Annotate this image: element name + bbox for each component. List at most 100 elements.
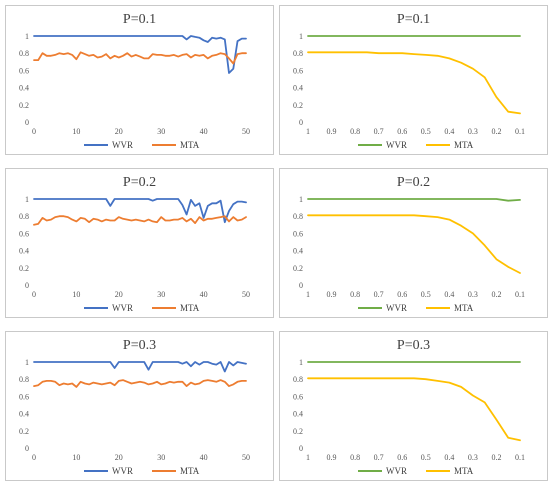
series-line-wvr xyxy=(33,35,247,74)
x-tick-label: 0.6 xyxy=(397,290,407,299)
y-tick-label: 0.4 xyxy=(293,84,303,93)
series-line-mta xyxy=(307,51,521,115)
y-tick-label: 0.4 xyxy=(19,410,29,419)
x-tick-label: 20 xyxy=(115,127,123,136)
y-tick-label: 0 xyxy=(299,281,303,290)
x-tick-label: 0.7 xyxy=(374,127,384,136)
y-tick-label: 0.6 xyxy=(293,66,303,75)
x-tick-label: 0.4 xyxy=(444,127,454,136)
y-tick-label: 0.8 xyxy=(19,212,29,221)
line-chart: 0 0.2 0.4 0.6 0.8 1 1 0.9 0.8 0.7 0.6 0.5 0.4 0.3 0.2 0… xyxy=(293,358,525,476)
y-tick-label: 1 xyxy=(299,358,303,367)
x-tick-label: 50 xyxy=(242,290,250,299)
y-tick-label: 1 xyxy=(25,195,29,204)
y-tick-label: 0.8 xyxy=(293,49,303,58)
chart-panel-4: P=0.2 0 0.2 0.4 0.6 0.8 1 1 0.9 0.8 0.7 0.6 0.5 0.4 0… xyxy=(279,168,548,318)
legend-label: WVR xyxy=(112,466,133,476)
chart-panel-6: P=0.3 0 0.2 0.4 0.6 0.8 1 1 0.9 0.8 0.7 0.6 0.5 0.4 0… xyxy=(279,331,548,481)
y-tick-label: 0.4 xyxy=(293,247,303,256)
chart-panel-1: P=0.1 0 0.2 0.4 0.6 0.8 1 0 10 20 30 40 50 WVR MTA xyxy=(5,5,274,155)
legend-label: MTA xyxy=(180,466,200,476)
y-tick-label: 0 xyxy=(299,118,303,127)
chart-panel-2: P=0.1 0 0.2 0.4 0.6 0.8 1 1 0.9 0.8 0.7 0.6 0.5 0.4 0… xyxy=(279,5,548,155)
y-tick-label: 0.8 xyxy=(19,375,29,384)
chart-title: P=0.2 xyxy=(122,175,157,190)
x-tick-label: 0.9 xyxy=(327,127,337,136)
x-tick-label: 0.5 xyxy=(421,290,431,299)
y-tick-label: 1 xyxy=(299,32,303,41)
y-tick-label: 0.2 xyxy=(293,427,303,436)
legend-label: WVR xyxy=(386,303,407,313)
x-tick-label: 0 xyxy=(32,290,36,299)
x-tick-label: 40 xyxy=(200,290,208,299)
x-tick-label: 0.5 xyxy=(421,127,431,136)
y-tick-label: 0 xyxy=(25,118,29,127)
legend-label: MTA xyxy=(180,303,200,313)
line-chart: 0 0.2 0.4 0.6 0.8 1 1 0.9 0.8 0.7 0.6 0.5 0.4 0.3 0.2 0… xyxy=(293,195,525,313)
x-tick-label: 0.1 xyxy=(515,453,525,462)
legend-label: WVR xyxy=(112,303,133,313)
y-tick-label: 0.2 xyxy=(19,101,29,110)
legend-label: WVR xyxy=(386,466,407,476)
legend-label: MTA xyxy=(454,303,474,313)
series-line-mta xyxy=(33,51,247,65)
x-tick-label: 40 xyxy=(200,453,208,462)
y-tick-label: 0.6 xyxy=(19,392,29,401)
x-tick-label: 30 xyxy=(157,127,165,136)
y-tick-label: 0 xyxy=(25,281,29,290)
y-tick-label: 0.8 xyxy=(293,212,303,221)
series-line-wvr xyxy=(33,198,247,224)
y-tick-label: 0.8 xyxy=(19,49,29,58)
x-tick-label: 50 xyxy=(242,127,250,136)
x-tick-label: 20 xyxy=(115,290,123,299)
x-tick-label: 0.6 xyxy=(397,127,407,136)
series-line-mta xyxy=(33,215,247,226)
x-tick-label: 50 xyxy=(242,453,250,462)
legend-label: WVR xyxy=(112,140,133,150)
y-tick-label: 0.6 xyxy=(19,66,29,75)
line-chart: 0 0.2 0.4 0.6 0.8 1 1 0.9 0.8 0.7 0.6 0.5 0.4 0.3 0.2 0… xyxy=(293,32,525,150)
x-tick-label: 0.9 xyxy=(327,453,337,462)
x-tick-label: 0.8 xyxy=(350,453,360,462)
y-tick-label: 1 xyxy=(25,358,29,367)
x-tick-label: 0.2 xyxy=(491,290,501,299)
x-tick-label: 0.5 xyxy=(421,453,431,462)
y-tick-label: 0.4 xyxy=(293,410,303,419)
chart-panel-3: P=0.2 0 0.2 0.4 0.6 0.8 1 0 10 20 30 40 50 WVR MTA xyxy=(5,168,274,318)
legend-label: WVR xyxy=(386,140,407,150)
x-tick-label: 0.1 xyxy=(515,127,525,136)
x-tick-label: 0.1 xyxy=(515,290,525,299)
x-tick-label: 1 xyxy=(306,453,310,462)
x-tick-label: 0.8 xyxy=(350,290,360,299)
chart-panel-5: P=0.3 0 0.2 0.4 0.6 0.8 1 0 10 20 30 40 50 WVR MTA xyxy=(5,331,274,481)
legend-label: MTA xyxy=(454,140,474,150)
y-tick-label: 0.6 xyxy=(293,229,303,238)
x-tick-label: 0.2 xyxy=(491,453,501,462)
x-tick-label: 0.4 xyxy=(444,290,454,299)
x-tick-label: 0.7 xyxy=(374,290,384,299)
x-tick-label: 30 xyxy=(157,453,165,462)
y-tick-label: 0.4 xyxy=(19,247,29,256)
chart-title: P=0.1 xyxy=(122,12,157,27)
chart-title: P=0.3 xyxy=(396,338,431,353)
y-tick-label: 0.6 xyxy=(19,229,29,238)
y-tick-label: 0.2 xyxy=(19,427,29,436)
x-tick-label: 0 xyxy=(32,127,36,136)
x-tick-label: 10 xyxy=(72,290,80,299)
x-tick-label: 1 xyxy=(306,127,310,136)
series-line-mta xyxy=(307,214,521,274)
chart-title: P=0.3 xyxy=(122,338,157,353)
x-tick-label: 0.7 xyxy=(374,453,384,462)
y-tick-label: 0.6 xyxy=(293,392,303,401)
y-tick-label: 0 xyxy=(25,444,29,453)
x-tick-label: 0.3 xyxy=(468,127,478,136)
y-tick-label: 0.2 xyxy=(19,264,29,273)
chart-title: P=0.1 xyxy=(396,12,431,27)
x-tick-label: 20 xyxy=(115,453,123,462)
x-tick-label: 10 xyxy=(72,453,80,462)
x-tick-label: 0.3 xyxy=(468,453,478,462)
x-tick-label: 10 xyxy=(72,127,80,136)
x-tick-label: 40 xyxy=(200,127,208,136)
